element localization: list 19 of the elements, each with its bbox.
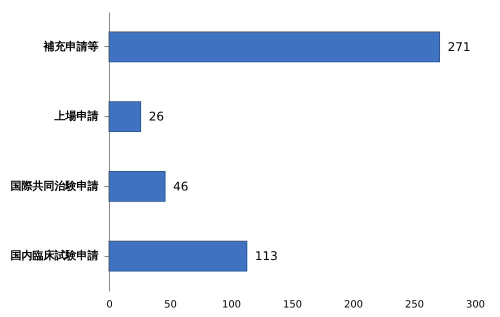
x-tick-label: 150 bbox=[282, 300, 302, 310]
y-tick-label: 上場申請 bbox=[54, 110, 98, 123]
x-tick-label: 50 bbox=[164, 300, 177, 310]
x-tick-label: 250 bbox=[404, 300, 424, 310]
x-tick-label: 0 bbox=[106, 300, 113, 310]
bar bbox=[108, 170, 166, 202]
data-label: 113 bbox=[254, 249, 278, 264]
data-label: 271 bbox=[448, 40, 471, 54]
x-tick-label: 100 bbox=[222, 300, 242, 310]
bar bbox=[108, 240, 248, 272]
y-tick-label: 補充申請等 bbox=[42, 40, 98, 53]
y-tick-label: 国際共同治験申請 bbox=[10, 179, 98, 192]
x-tick-label: 200 bbox=[344, 300, 364, 310]
data-label: 26 bbox=[148, 110, 164, 124]
x-tick-label: 300 bbox=[466, 300, 486, 310]
y-tick-label: 国内臨床試験申請 bbox=[10, 249, 98, 262]
bar bbox=[108, 31, 440, 62]
data-label: 46 bbox=[173, 179, 188, 194]
bar bbox=[108, 101, 142, 132]
